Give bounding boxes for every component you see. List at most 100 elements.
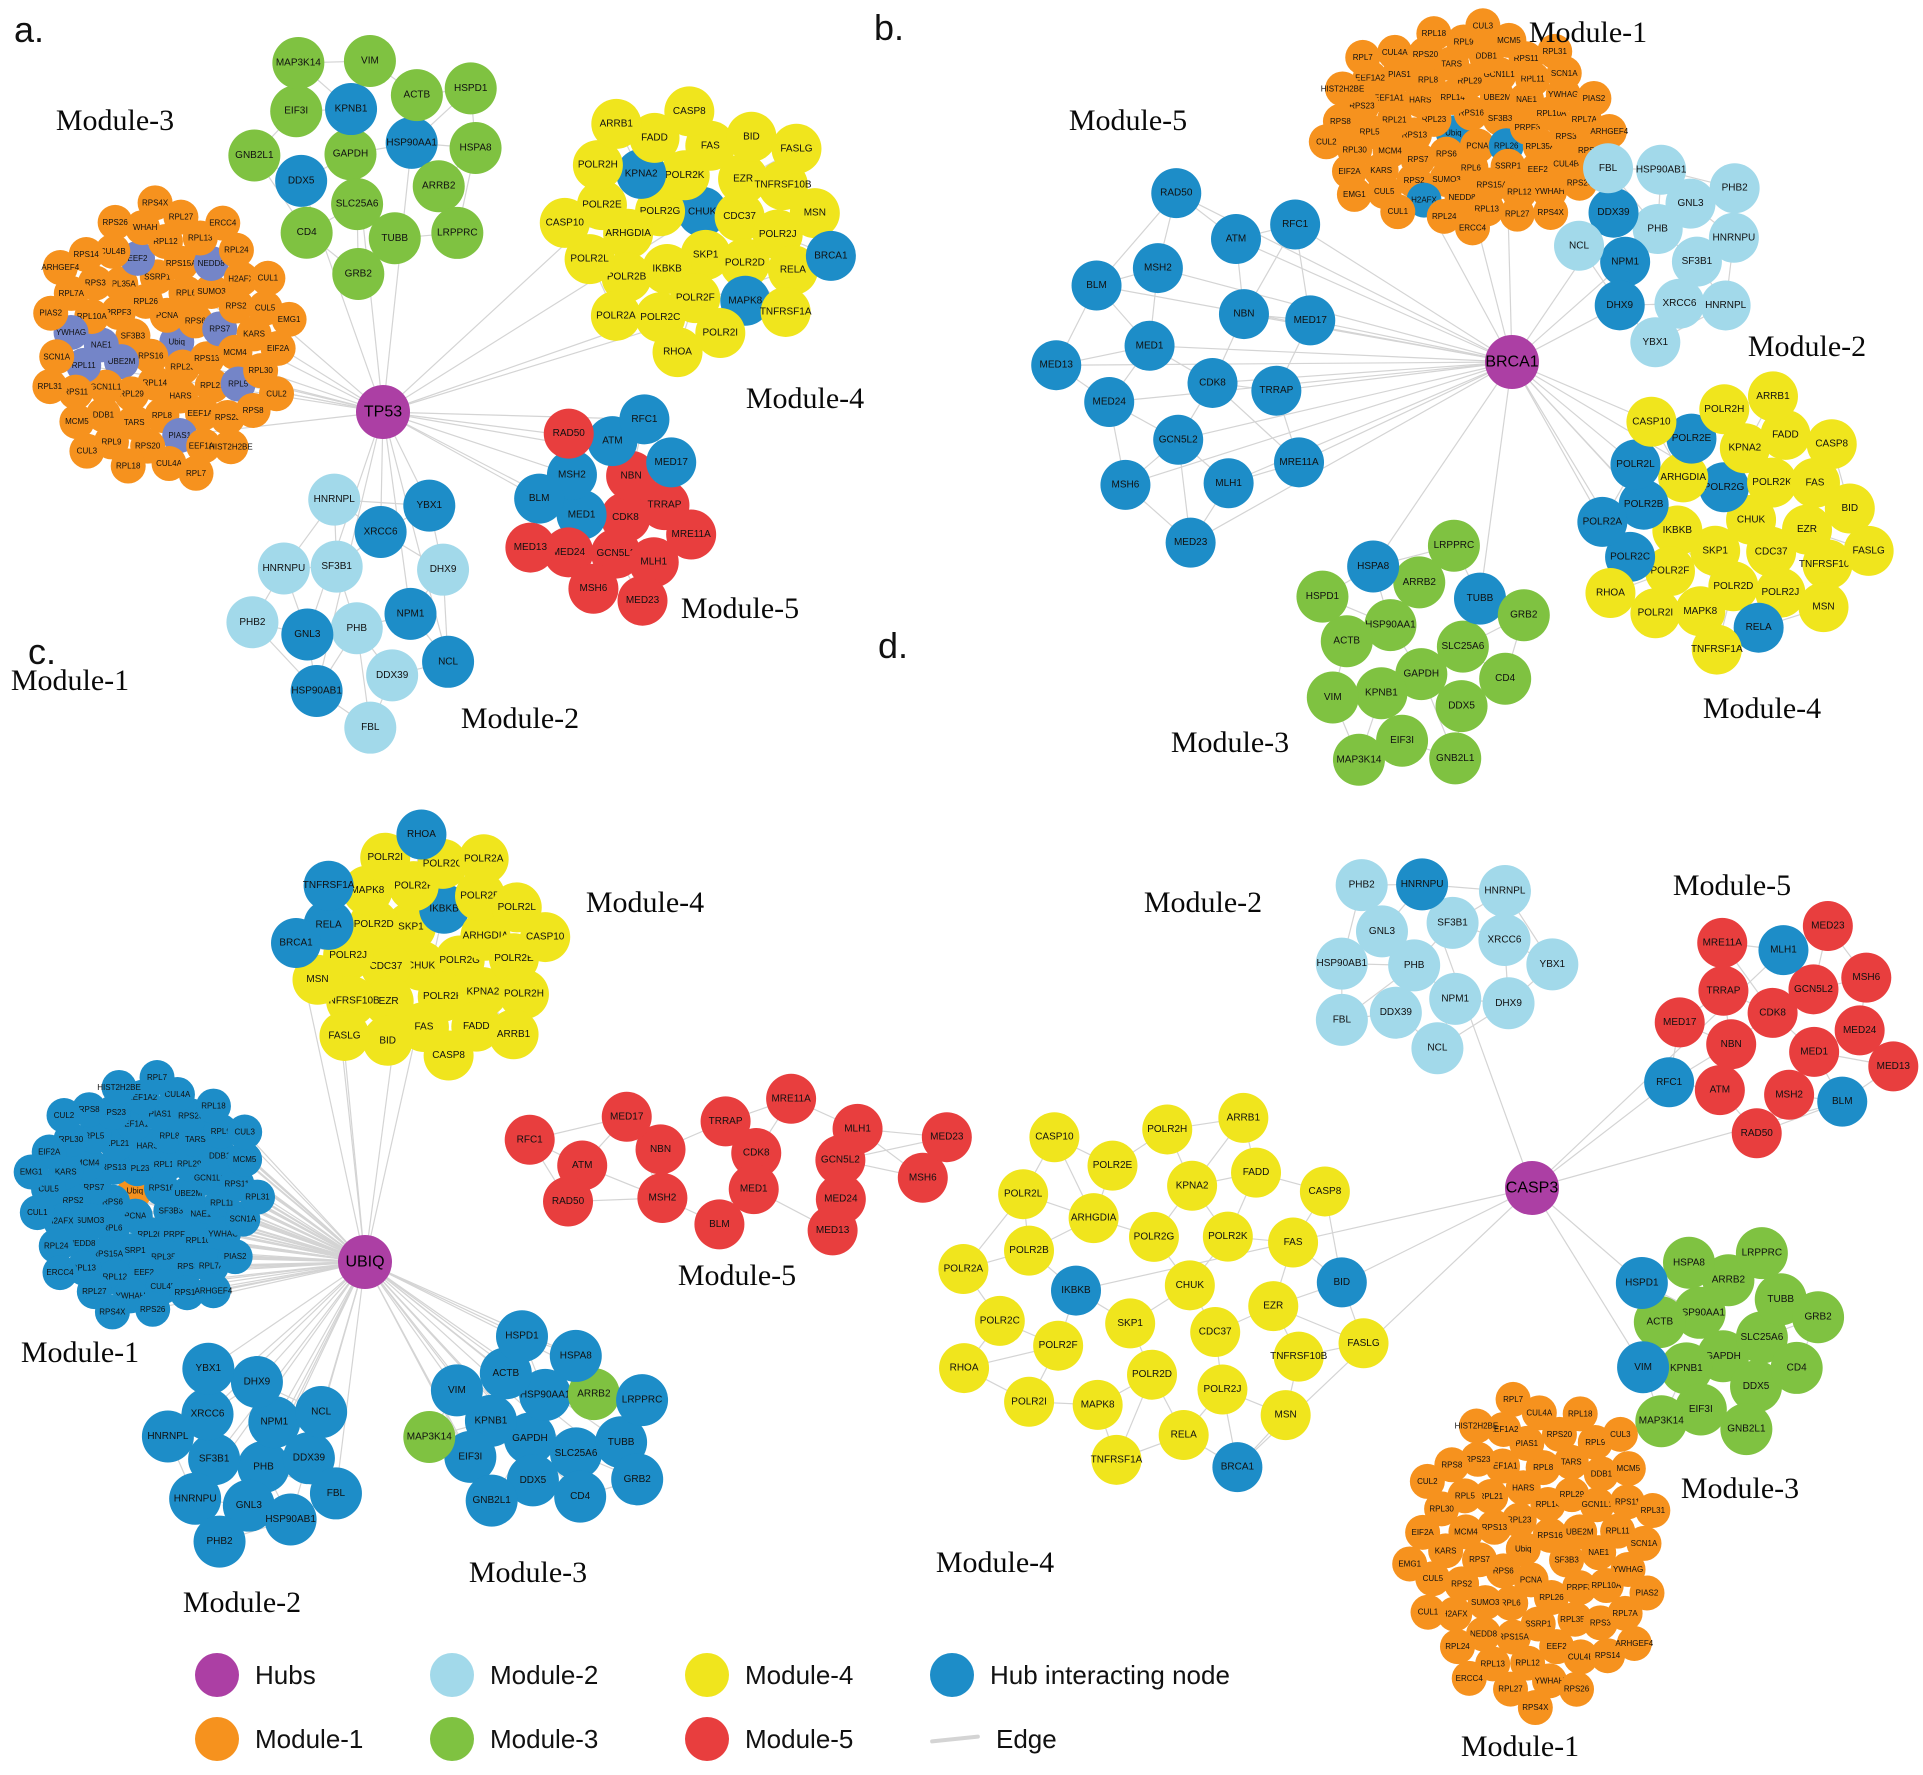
node-CASP10 (539, 197, 590, 248)
node-RPS15A (1495, 1619, 1531, 1655)
node-MAPK8 (1675, 586, 1726, 637)
node-CUL3 (1602, 1416, 1638, 1452)
node-MSH2 (1764, 1069, 1815, 1120)
node-POLR2I (1630, 588, 1681, 639)
node-FBL (344, 701, 397, 754)
node-GRB2 (611, 1453, 664, 1506)
panel-d: PHBSF3B1NPM1GNL3XRCC6DDX39HNRNPUDHX9HSP9… (878, 625, 1919, 1763)
node-KPNB1 (1660, 1342, 1713, 1395)
node-YBX1 (1526, 938, 1579, 991)
node-MED23 (921, 1112, 972, 1163)
node-NCL (1554, 220, 1605, 271)
node-RPS26 (97, 204, 133, 240)
node-CUL4A (1377, 34, 1413, 70)
node-FAS (1789, 457, 1840, 508)
node-HSP90AB1 (1315, 937, 1368, 990)
node-ERCC4 (1455, 210, 1491, 246)
node-MED23 (1165, 517, 1216, 568)
node-ARHGEF4 (42, 250, 78, 286)
node-MED1 (1789, 1026, 1840, 1077)
node-MSN (1798, 582, 1849, 633)
node-RPL24 (1426, 198, 1462, 234)
node-MED17 (646, 437, 697, 488)
node-TNFRSF1A (1691, 624, 1742, 675)
node-CUL4A (1521, 1395, 1557, 1431)
node-POLR2K (1747, 457, 1798, 508)
node-YWHAG (1610, 1551, 1646, 1587)
node-RPL24 (38, 1228, 74, 1264)
node-MRE11A (1697, 917, 1748, 968)
panel-d-nodes: PHBSF3B1NPM1GNL3XRCC6DDX39HNRNPUDHX9HSP9… (938, 858, 1919, 1726)
node-CASP8 (1806, 419, 1857, 470)
node-RPL18 (1416, 16, 1452, 52)
node-CASP10 (1029, 1112, 1080, 1163)
node-GCN5L2 (1153, 414, 1204, 465)
panel-a: UbiqRPS16PCNARPL23SF3B3RPS6RPL14RPL26RPS… (11, 9, 864, 754)
node-YWHAH (1532, 1663, 1568, 1699)
node-HNRNPL (308, 473, 361, 526)
hub-label-TP53: TP53 (364, 404, 402, 421)
node-NPM1 (248, 1396, 301, 1449)
module-label-b-m2: Module-2 (1748, 330, 1866, 363)
node-RHOA (1585, 567, 1636, 618)
node-EMG1 (13, 1154, 49, 1190)
node-RFC1 (1644, 1057, 1695, 1108)
node-TUBB (1453, 572, 1506, 625)
node-RPL27 (1499, 196, 1535, 232)
node-ACTB (390, 69, 443, 122)
node-DHX9 (417, 543, 470, 596)
node-ARRB1 (1747, 371, 1798, 422)
node-RPS13 (1476, 1509, 1512, 1545)
node-NBN (1218, 289, 1269, 340)
node-RHOA (396, 809, 447, 860)
node-NPM1 (384, 587, 437, 640)
node-HSPA8 (549, 1329, 602, 1382)
node-MSN (1260, 1390, 1311, 1441)
module-label-a-m3: Module-3 (56, 104, 174, 137)
node-RAD50 (543, 1176, 594, 1227)
node-SLC25A6 (331, 178, 384, 231)
node-ACTB (1320, 615, 1373, 668)
panel-letter-a: a. (14, 9, 44, 50)
node-BID (1316, 1257, 1367, 1308)
node-NPM1 (1429, 972, 1482, 1025)
node-RPS7 (1462, 1542, 1498, 1578)
node-VIM (430, 1364, 483, 1417)
node-YBX1 (403, 479, 456, 532)
node-CD4 (280, 206, 333, 259)
node-PIAS2 (33, 295, 69, 331)
node-HSPA8 (1347, 540, 1400, 593)
node-MED1 (728, 1164, 779, 1215)
hub-node-BRCA1 (1485, 335, 1539, 389)
node-MSH2 (637, 1172, 688, 1223)
node-MLH1 (1203, 458, 1254, 509)
node-ARRB2 (1393, 556, 1446, 609)
node-CDC37 (714, 191, 765, 242)
node-FADD (1231, 1147, 1282, 1198)
node-HSPD1 (495, 1310, 548, 1363)
node-RPS4X (137, 185, 173, 221)
node-GNB2L1 (228, 129, 281, 182)
node-SLC25A6 (1436, 620, 1489, 673)
node-NBN (1706, 1019, 1757, 1070)
node-ARRB1 (488, 1009, 539, 1060)
node-POLR2E (1087, 1140, 1138, 1191)
node-MSH6 (568, 563, 619, 614)
node-NPM1 (1600, 236, 1651, 287)
node-GRB2 (1792, 1291, 1845, 1344)
node-PRPF3 (1561, 1570, 1597, 1606)
node-MRE11A (666, 509, 717, 560)
node-DDX5 (1730, 1360, 1783, 1413)
node-GNB2L1 (1720, 1403, 1773, 1456)
node-ARRB1 (1218, 1092, 1269, 1143)
node-KPNB1 (1355, 667, 1408, 720)
node-POLR2B (601, 252, 652, 303)
node-DHX9 (1482, 977, 1535, 1030)
node-RPL24 (218, 232, 254, 268)
node-GCN1L1 (88, 369, 124, 405)
node-GAPDH (324, 128, 377, 181)
node-MAP3K14 (272, 36, 325, 89)
node-RPL18 (1562, 1396, 1598, 1432)
node-FASLG (1843, 525, 1894, 576)
